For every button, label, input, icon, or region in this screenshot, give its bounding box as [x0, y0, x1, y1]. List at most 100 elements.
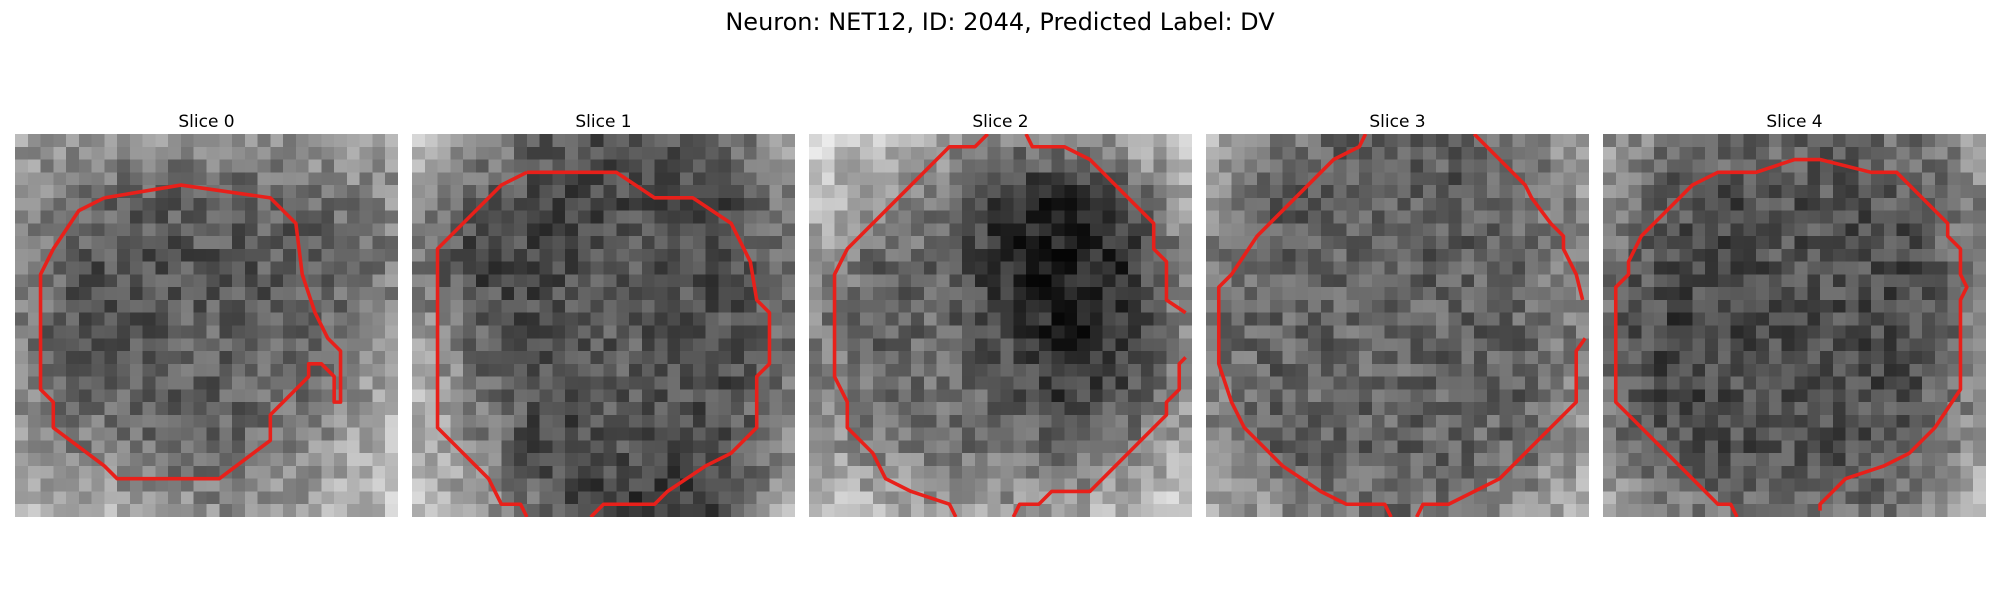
pixel [1858, 351, 1872, 365]
pixel [27, 325, 41, 339]
pixel [782, 478, 795, 492]
pixel [987, 248, 1001, 262]
pixel [104, 197, 118, 211]
pixel [885, 491, 899, 505]
pixel [847, 453, 861, 467]
pixel [1909, 248, 1923, 262]
pixel [91, 414, 105, 428]
pixel [718, 146, 732, 160]
pixel [514, 261, 528, 275]
pixel [1410, 210, 1424, 224]
pixel [718, 325, 732, 339]
pixel [1730, 312, 1744, 326]
pixel [1525, 402, 1539, 416]
pixel [1820, 274, 1834, 288]
pixel [1231, 185, 1245, 199]
pixel [334, 210, 348, 224]
pixel [1947, 312, 1961, 326]
pixel [1666, 274, 1680, 288]
pixel [270, 363, 284, 377]
pixel [616, 478, 630, 492]
pixel [424, 504, 438, 517]
pixel [385, 248, 398, 262]
pixel [1486, 351, 1500, 365]
pixel [1807, 363, 1821, 377]
pixel [424, 427, 438, 441]
pixel [437, 274, 451, 288]
pixel [1883, 261, 1897, 275]
pixel [1499, 287, 1513, 301]
pixel [629, 414, 643, 428]
pixel [1641, 491, 1655, 505]
pixel [270, 299, 284, 313]
pixel [552, 223, 566, 237]
pixel [450, 210, 464, 224]
pixel [923, 363, 937, 377]
pixel [1666, 402, 1680, 416]
pixel [1781, 146, 1795, 160]
pixel [1077, 363, 1091, 377]
pixel [1140, 287, 1154, 301]
pixel [1128, 363, 1142, 377]
pixel [1730, 389, 1744, 403]
pixel [1679, 376, 1693, 390]
pixel [1435, 299, 1449, 313]
pixel [1346, 223, 1360, 237]
pixel [1807, 491, 1821, 505]
pixel [1269, 478, 1283, 492]
pixel [1140, 325, 1154, 339]
pixel [590, 427, 604, 441]
pixel [1679, 312, 1693, 326]
pixel [1576, 146, 1589, 160]
pixel [692, 210, 706, 224]
pixel [1077, 376, 1091, 390]
pixel [782, 210, 795, 224]
pixel [1218, 210, 1232, 224]
pixel [1128, 465, 1142, 479]
pixel [1960, 338, 1974, 352]
pixel [463, 363, 477, 377]
pixel [860, 389, 874, 403]
pixel [1153, 478, 1167, 492]
pixel [616, 402, 630, 416]
pixel [1550, 146, 1564, 160]
pixel [936, 376, 950, 390]
pixel [1537, 146, 1551, 160]
pixel [1768, 325, 1782, 339]
pixel [692, 504, 706, 517]
pixel [15, 325, 29, 339]
pixel [552, 236, 566, 250]
pixel [1550, 312, 1564, 326]
pixel [437, 197, 451, 211]
pixel [27, 504, 41, 517]
pixel [1654, 185, 1668, 199]
pixel [1883, 389, 1897, 403]
pixel [923, 185, 937, 199]
pixel [244, 274, 258, 288]
pixel [270, 453, 284, 467]
pixel [1435, 185, 1449, 199]
pixel [437, 389, 451, 403]
pixel [756, 261, 770, 275]
pixel [334, 197, 348, 211]
pixel [629, 465, 643, 479]
pixel [1102, 491, 1116, 505]
pixel [1448, 402, 1462, 416]
pixel [372, 465, 386, 479]
pixel [1179, 248, 1192, 262]
pixel [1244, 351, 1258, 365]
pixel [1064, 261, 1078, 275]
pixel [667, 504, 681, 517]
pixel [1909, 427, 1923, 441]
pixel [821, 248, 835, 262]
pixel [1628, 146, 1642, 160]
pixel [40, 210, 54, 224]
pixel [526, 453, 540, 467]
pixel [1128, 185, 1142, 199]
pixel [1115, 325, 1129, 339]
pixel [1474, 465, 1488, 479]
pixel [692, 478, 706, 492]
pixel [1218, 223, 1232, 237]
pixel [1807, 172, 1821, 186]
pixel [1115, 465, 1129, 479]
